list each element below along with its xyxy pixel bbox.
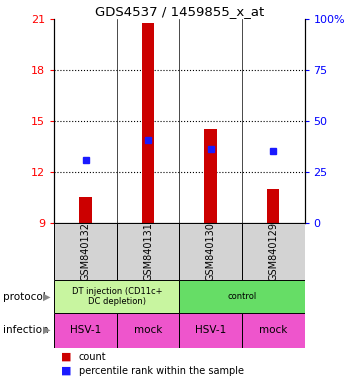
Bar bbox=[117, 223, 179, 280]
Text: DT injection (CD11c+
DC depletion): DT injection (CD11c+ DC depletion) bbox=[71, 287, 162, 306]
Bar bbox=[54, 313, 117, 348]
Bar bbox=[179, 223, 242, 280]
Bar bbox=[142, 23, 154, 223]
Text: mock: mock bbox=[134, 325, 162, 335]
Text: GSM840132: GSM840132 bbox=[80, 222, 91, 281]
Text: protocol: protocol bbox=[4, 291, 46, 302]
Bar bbox=[79, 197, 92, 223]
Text: ▶: ▶ bbox=[43, 325, 51, 335]
Bar bbox=[54, 280, 179, 313]
Text: infection: infection bbox=[4, 325, 49, 335]
Text: count: count bbox=[79, 352, 106, 362]
Bar bbox=[179, 313, 242, 348]
Bar bbox=[179, 280, 304, 313]
Text: ■: ■ bbox=[61, 366, 72, 376]
Bar bbox=[267, 189, 279, 223]
Text: mock: mock bbox=[259, 325, 287, 335]
Text: control: control bbox=[227, 292, 257, 301]
Text: percentile rank within the sample: percentile rank within the sample bbox=[79, 366, 244, 376]
Bar bbox=[117, 313, 179, 348]
Text: GSM840130: GSM840130 bbox=[206, 222, 216, 281]
Text: ■: ■ bbox=[61, 352, 72, 362]
Text: HSV-1: HSV-1 bbox=[70, 325, 101, 335]
Bar bbox=[242, 223, 304, 280]
Bar bbox=[54, 223, 117, 280]
Text: HSV-1: HSV-1 bbox=[195, 325, 226, 335]
Text: GSM840131: GSM840131 bbox=[143, 222, 153, 281]
Text: GSM840129: GSM840129 bbox=[268, 222, 278, 281]
Text: ▶: ▶ bbox=[43, 291, 51, 302]
Title: GDS4537 / 1459855_x_at: GDS4537 / 1459855_x_at bbox=[95, 5, 264, 18]
Bar bbox=[242, 313, 304, 348]
Bar bbox=[204, 129, 217, 223]
